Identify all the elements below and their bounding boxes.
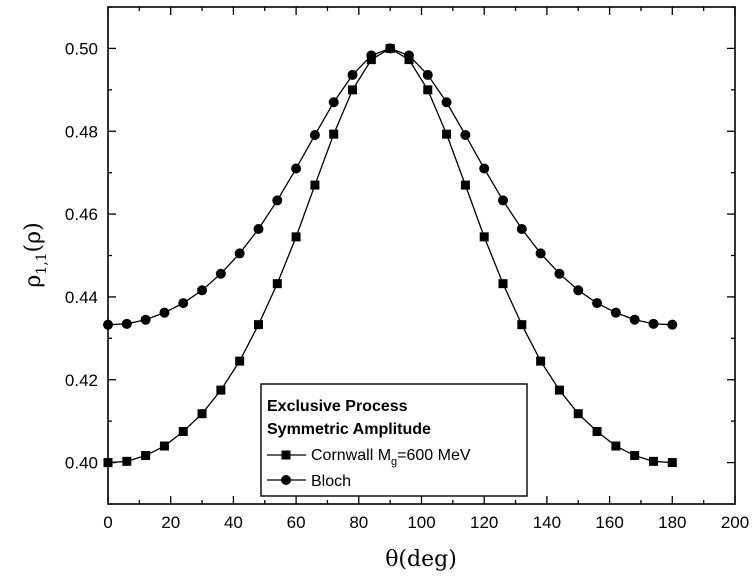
data-point-square (159, 441, 169, 451)
data-point-circle (197, 285, 208, 296)
axis-ticks (107, 6, 736, 505)
x-tick-labels: 0 20 40 60 80 100 120 140 160 180 200 (103, 513, 749, 532)
data-point-circle (272, 195, 283, 206)
x-tick-label: 120 (470, 513, 498, 532)
legend-marker-bloch (281, 475, 291, 485)
data-point-square (517, 320, 527, 330)
y-tick-label: 0.42 (65, 371, 98, 390)
legend-box (260, 383, 528, 497)
y-tick-label: 0.44 (65, 288, 98, 307)
data-point-circle (498, 195, 509, 206)
y-axis-label-group: ρ1,1(ρ) (21, 222, 50, 287)
data-point-circle (178, 298, 189, 309)
data-point-circle (573, 285, 584, 296)
x-tick-label: 140 (533, 513, 561, 532)
data-point-circle (215, 268, 226, 279)
data-point-circle (441, 97, 452, 108)
data-point-square (592, 427, 602, 437)
x-tick-label: 40 (224, 513, 243, 532)
series-layer (103, 43, 678, 468)
data-point-square (423, 85, 433, 95)
data-point-square (329, 129, 339, 139)
y-tick-label: 0.50 (65, 39, 98, 58)
data-point-circle (535, 248, 546, 259)
y-tick-label: 0.40 (65, 454, 98, 473)
data-point-circle (667, 319, 678, 330)
data-point-square (479, 232, 489, 242)
data-point-square (460, 180, 470, 190)
data-point-square (536, 356, 546, 366)
x-tick-label: 20 (161, 513, 180, 532)
x-tick-label: 0 (103, 513, 112, 532)
x-tick-label: 180 (658, 513, 686, 532)
data-point-circle (403, 50, 414, 61)
data-point-circle (121, 318, 132, 329)
data-point-circle (103, 319, 113, 330)
data-point-circle (479, 163, 490, 174)
data-point-circle (516, 223, 527, 234)
y-tick-label: 0.46 (65, 205, 98, 224)
data-point-circle (347, 69, 358, 80)
data-point-square (498, 279, 508, 289)
data-point-circle (328, 97, 339, 108)
data-point-circle (629, 314, 640, 325)
data-point-square (348, 85, 358, 95)
data-point-square (291, 232, 301, 242)
data-point-square (216, 385, 226, 395)
x-axis-label: θ(deg) (385, 547, 457, 572)
data-point-circle (460, 129, 471, 140)
data-point-square (197, 409, 207, 419)
data-point-square (554, 385, 564, 395)
y-tick-labels: 0.40 0.42 0.44 0.46 0.48 0.50 (65, 39, 98, 472)
data-point-circle (291, 163, 302, 174)
data-point-square (630, 451, 640, 461)
x-tick-label: 100 (407, 513, 435, 532)
data-point-circle (253, 223, 264, 234)
data-point-square (178, 427, 188, 437)
series-line (107, 47, 673, 326)
data-point-square (103, 458, 113, 468)
legend-marker-cornwall (281, 450, 291, 460)
data-point-circle (309, 129, 320, 140)
data-point-square (141, 451, 151, 461)
data-point-square (122, 456, 132, 466)
x-tick-label: 60 (287, 513, 306, 532)
data-point-square (611, 441, 621, 451)
legend-label-bloch: Bloch (311, 473, 351, 490)
data-point-circle (610, 307, 621, 318)
data-point-square (648, 456, 658, 466)
x-tick-label: 160 (595, 513, 623, 532)
data-point-circle (592, 298, 603, 309)
legend-header-line-1: Exclusive Process (267, 398, 408, 415)
data-point-circle (159, 307, 170, 318)
legend-label-cornwall: Cornwall Mg=600 MeV (311, 447, 471, 468)
legend-header-line-2: Symmetric Amplitude (267, 421, 431, 438)
x-tick-label: 200 (721, 513, 749, 532)
data-point-circle (422, 69, 433, 80)
data-point-circle (366, 50, 377, 61)
data-point-square (272, 279, 282, 289)
data-point-circle (648, 318, 659, 329)
series-bloch (103, 43, 678, 330)
data-point-circle (140, 314, 151, 325)
data-point-square (667, 458, 677, 468)
y-axis-label: ρ1,1(ρ) (21, 222, 50, 287)
data-point-square (253, 320, 263, 330)
data-point-circle (234, 248, 245, 259)
legend: Exclusive Process Symmetric Amplitude Co… (260, 383, 528, 497)
y-tick-label: 0.48 (65, 122, 98, 141)
x-tick-label: 80 (349, 513, 368, 532)
data-point-circle (385, 43, 396, 54)
data-point-square (235, 356, 245, 366)
data-point-circle (554, 268, 565, 279)
data-point-square (310, 180, 320, 190)
data-point-square (573, 409, 583, 419)
data-point-square (442, 129, 452, 139)
